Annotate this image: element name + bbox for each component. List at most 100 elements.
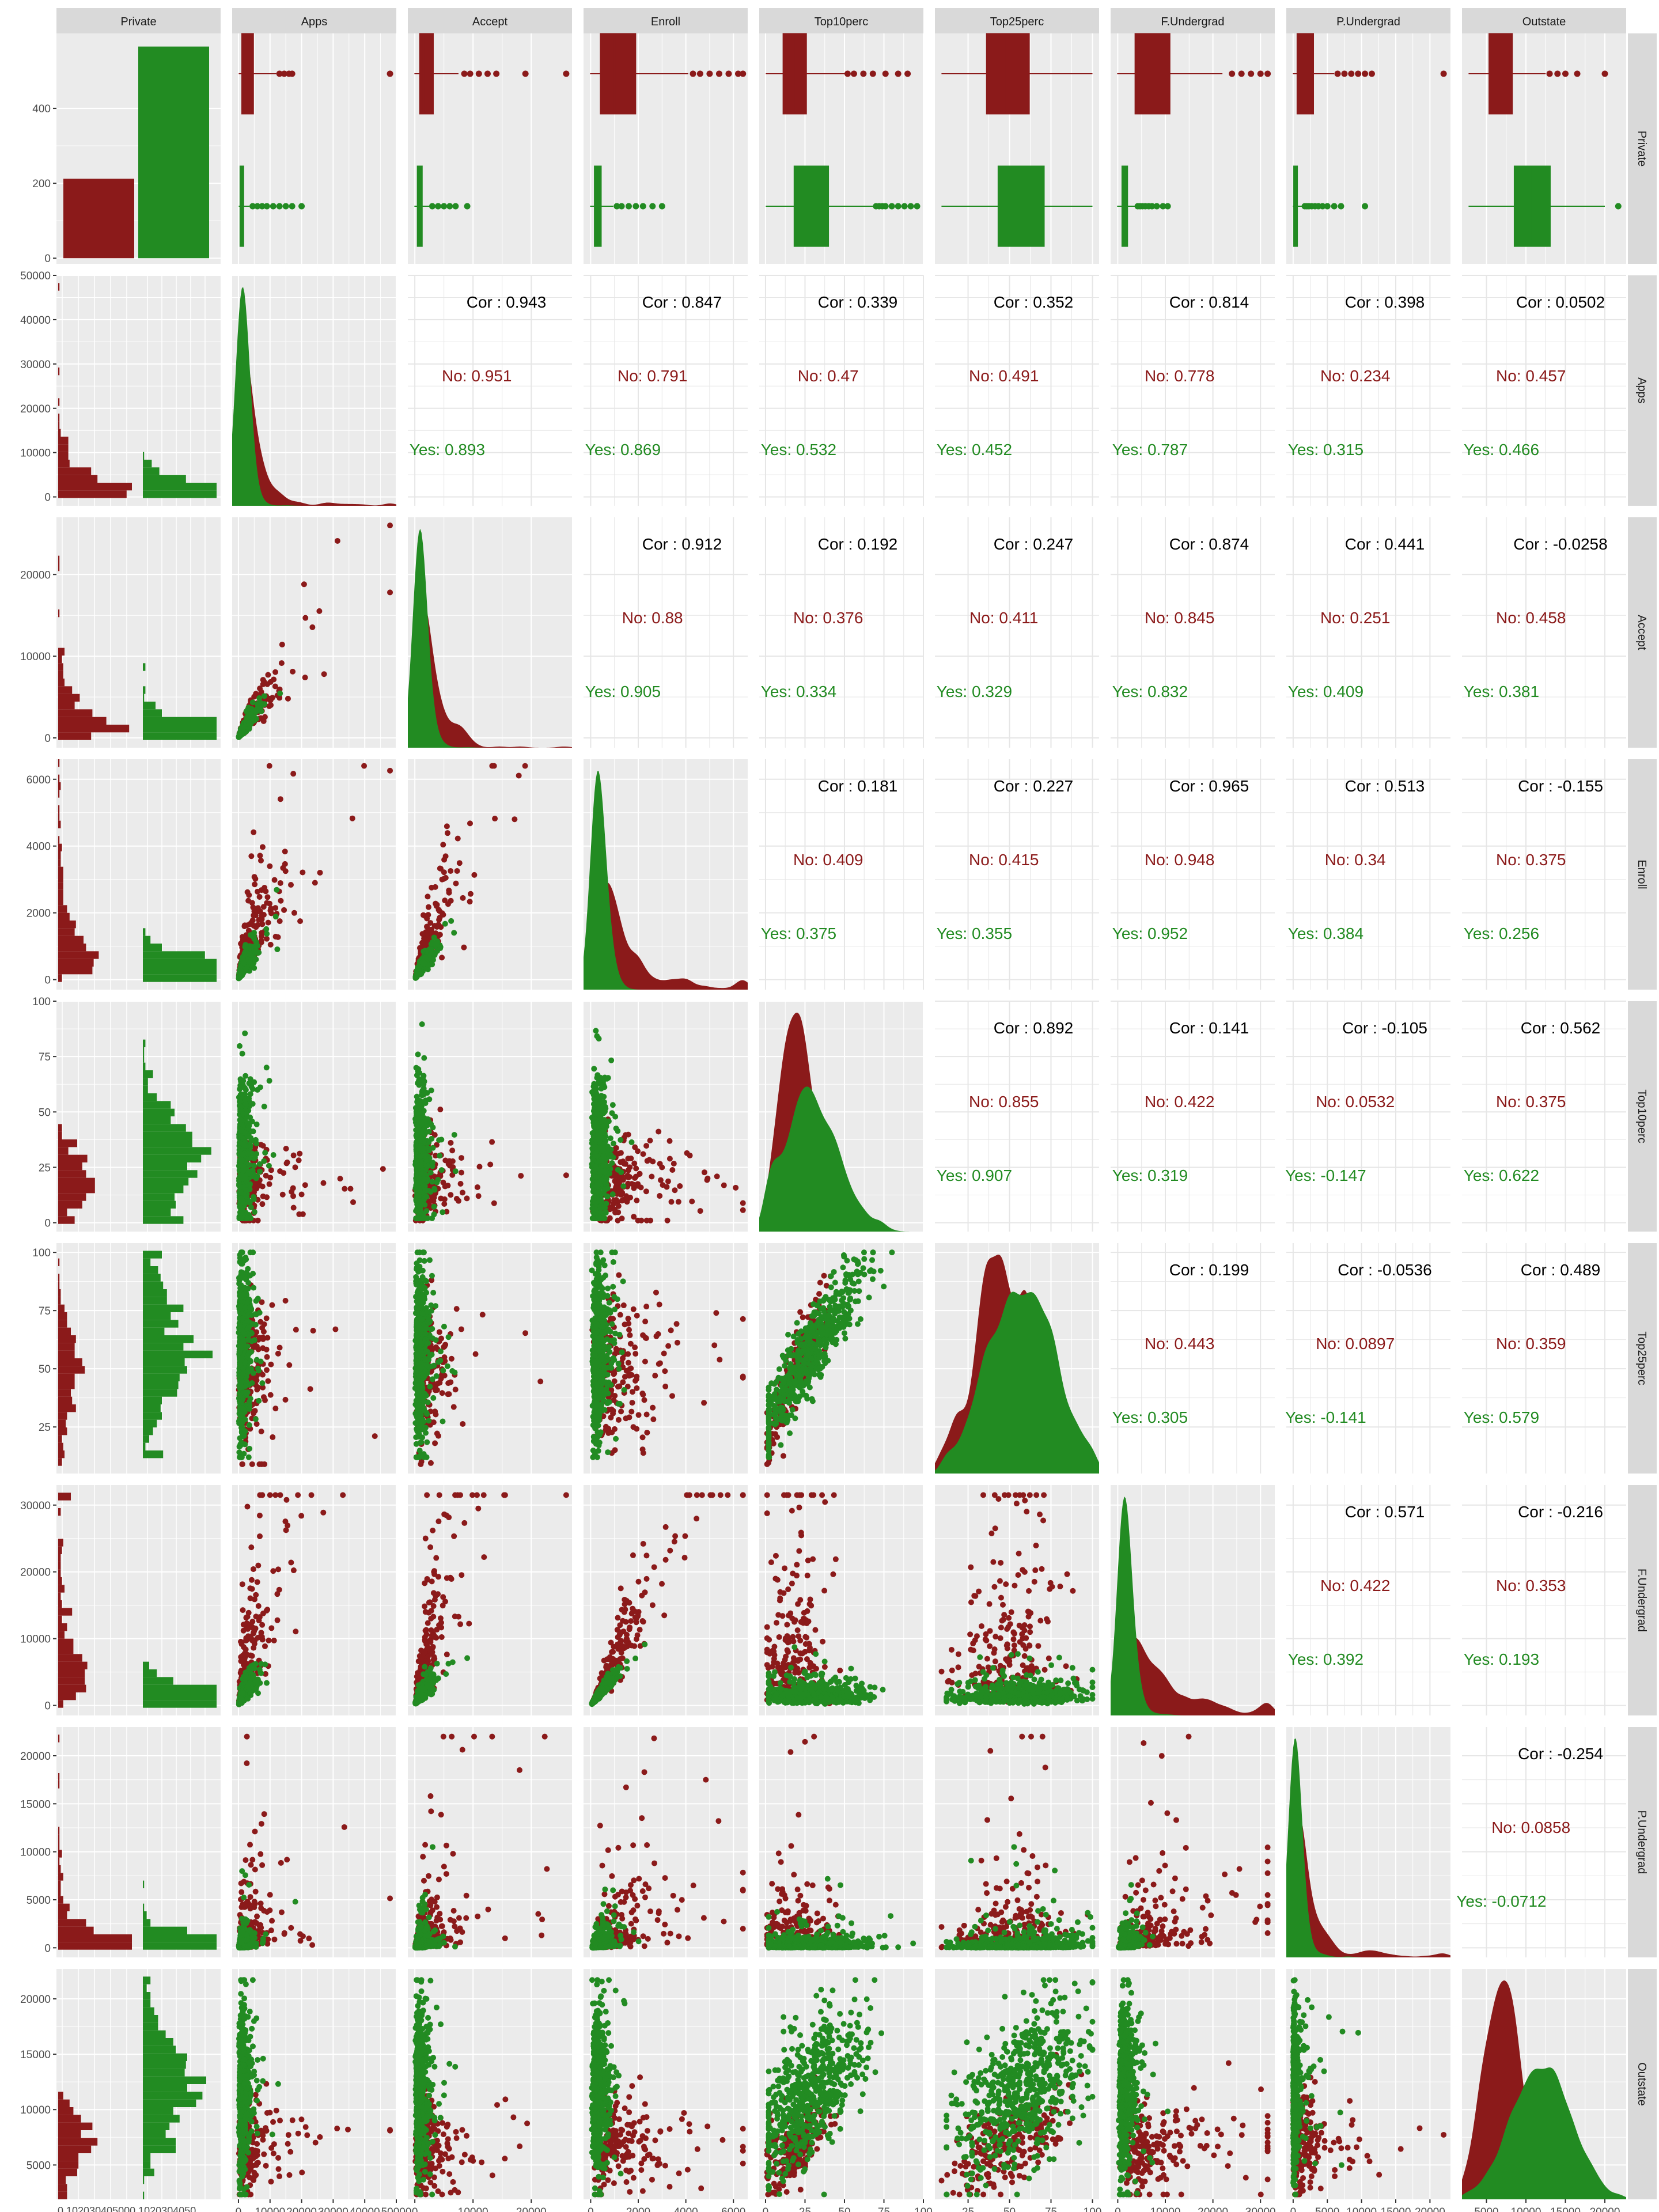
box-no [600,33,637,115]
x-tick-label: 10000 [458,2206,488,2212]
x-tick-label: 15000 [1550,2206,1581,2212]
scatter-point-no [439,955,445,961]
box-outlier-no [1574,70,1581,77]
hist-bar-yes [143,1070,153,1078]
scatter-point-no [264,894,271,900]
y-tick-label: 50 [39,1107,51,1119]
hist-bar-no [58,717,107,725]
scatter-point-no [471,872,478,878]
scatter-point-yes [246,726,252,732]
box-yes [997,165,1045,247]
y-tick-label: 20000 [20,1567,51,1579]
hist-bar-yes [143,2069,185,2077]
box-outlier-no [725,70,732,77]
hist-bar-yes [143,1381,179,1389]
scatter-point-yes [244,1194,250,1200]
box-yes [793,165,830,247]
strip-label-top: Apps [301,16,328,28]
hist-bar-yes [143,1078,148,1086]
scatter-point-no [257,908,263,915]
scatter-point-no [279,1191,286,1198]
scatter-point-yes [251,965,257,971]
hist-bar-yes [143,1404,161,1412]
y-tick-label: 0 [44,1700,51,1713]
panel-bg [408,275,572,506]
box-outlier-no [895,70,902,77]
scatter-point-yes [261,1158,267,1164]
hist-bar-no [58,2184,67,2192]
hist-bar-no [58,1911,67,1919]
scatter-point-yes [238,1195,245,1202]
box-outlier-yes [249,203,256,210]
scatter-point-no [334,537,340,544]
box-outlier-yes [289,203,296,210]
scatter-point-no [435,922,442,928]
scatter-point-no [297,918,304,925]
density-yes [935,1291,1099,1474]
box-outlier-yes [276,203,283,210]
hist-bar-yes [143,1327,165,1335]
scatter-point-no [250,904,256,911]
x-tick-label: 50000 [381,2206,412,2212]
hist-bar-yes [143,1281,164,1289]
y-tick-label: 10000 [20,651,51,663]
y-tick-label: 6000 [26,774,51,786]
scatter-point-yes [238,1215,244,1221]
y-tick-label: 10000 [20,448,51,460]
hist-bar-yes [143,732,217,740]
scatter-point-no [290,1152,297,1158]
box-outlier-yes [1324,203,1331,210]
hist-bar-yes [143,1903,145,1911]
scatter-point-no [349,815,355,821]
scatter-point-no [522,763,528,769]
scatter-point-yes [429,939,435,945]
strip-label-top: Private [120,16,156,28]
scatter-point-no [252,881,258,888]
hist-bar-no [58,921,76,929]
hist-bar-no [58,1193,86,1201]
strip-label-top: Outstate [1522,16,1566,28]
scatter-point-no [261,678,267,684]
hist-bar-yes [143,1396,162,1404]
x-tick-label: 2000 [626,2206,650,2212]
scatter-point-no [291,910,297,916]
scatter-point-no [441,869,447,876]
y-tick-label: 4000 [26,841,51,853]
box-outlier-no [493,70,500,77]
hist-bar-yes [143,1139,192,1147]
scatter-point-no [259,1201,266,1207]
strip-top-Outstate [1462,8,1626,33]
hist-bar-no [58,1827,60,1835]
hist-bar-no [58,686,73,694]
x-tick-label: 20000 [1198,2206,1228,2212]
hist-bar-yes [143,1304,184,1312]
scatter-point-yes [247,1181,253,1187]
strip-label-right: Private [1635,131,1648,166]
scatter-point-no [421,936,427,942]
scatter-point-no [516,772,522,779]
x-tick-label: 10000 [1150,2206,1181,2212]
hist-bar-yes [143,959,217,967]
panel-bg [1286,1001,1450,1232]
hist-bar-yes [143,1055,145,1063]
scatter-point-yes [242,951,248,957]
hist-bar-no [58,709,93,717]
hist-bar-yes [143,1312,171,1320]
scatter-point-no [317,869,323,876]
box-outlier-no [734,70,741,77]
y-tick-label: 0 [44,1942,51,1955]
scatter-point-yes [253,1121,260,1127]
hist-bar-no [58,1508,61,1516]
hist-bar-no [58,398,60,406]
hist-bar-no [58,1177,95,1185]
box-outlier-no [467,70,474,77]
box-outlier-yes [1164,203,1171,210]
x-tick-label: 0 [1290,2206,1297,2212]
hist-bar-no [58,1442,63,1450]
hist-bar-yes [143,1999,151,2008]
scatter-point-no [257,853,263,859]
hist-bar-yes [143,1442,146,1450]
scatter-point-no [272,905,279,911]
scatter-point-no [461,944,467,950]
strip-right-Accept [1628,517,1657,748]
